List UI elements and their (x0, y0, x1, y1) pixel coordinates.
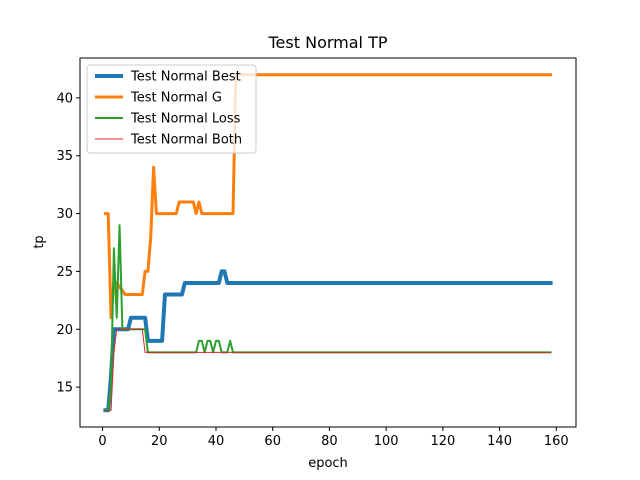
y-tick-label: 30 (56, 207, 73, 222)
x-tick-label: 80 (321, 434, 338, 449)
chart-title: Test Normal TP (268, 33, 388, 52)
y-axis-label: tp (32, 235, 47, 248)
y-tick-label: 25 (56, 265, 73, 280)
legend-label: Test Normal Loss (130, 112, 241, 127)
y-tick-label: 20 (56, 323, 73, 338)
y-tick-label: 15 (56, 381, 73, 396)
y-axis-ticks: 15 20 25 30 35 40 (56, 91, 80, 396)
x-tick-label: 100 (374, 434, 399, 449)
legend-label: Test Normal Best (130, 70, 241, 85)
x-axis-label: epoch (308, 456, 348, 471)
y-tick-label: 40 (56, 91, 73, 106)
legend-label: Test Normal Both (130, 133, 242, 148)
y-tick-label: 35 (56, 149, 73, 164)
legend: Test Normal Best Test Normal G Test Normal… (86, 64, 257, 154)
legend-label: Test Normal G (130, 91, 222, 106)
plot-area (79, 57, 577, 428)
x-tick-label: 40 (208, 434, 225, 449)
x-axis-ticks: 0 20 40 60 80 100 120 140 160 (98, 427, 569, 449)
x-tick-label: 60 (264, 434, 281, 449)
legend-box (86, 64, 257, 154)
axes-frame (79, 57, 577, 428)
x-tick-label: 160 (544, 434, 569, 449)
x-tick-label: 140 (487, 434, 512, 449)
series-line-1 (103, 269, 553, 413)
x-tick-label: 20 (151, 434, 168, 449)
series-line-4 (104, 328, 552, 411)
x-tick-label: 120 (430, 434, 455, 449)
x-tick-label: 0 (98, 434, 106, 449)
